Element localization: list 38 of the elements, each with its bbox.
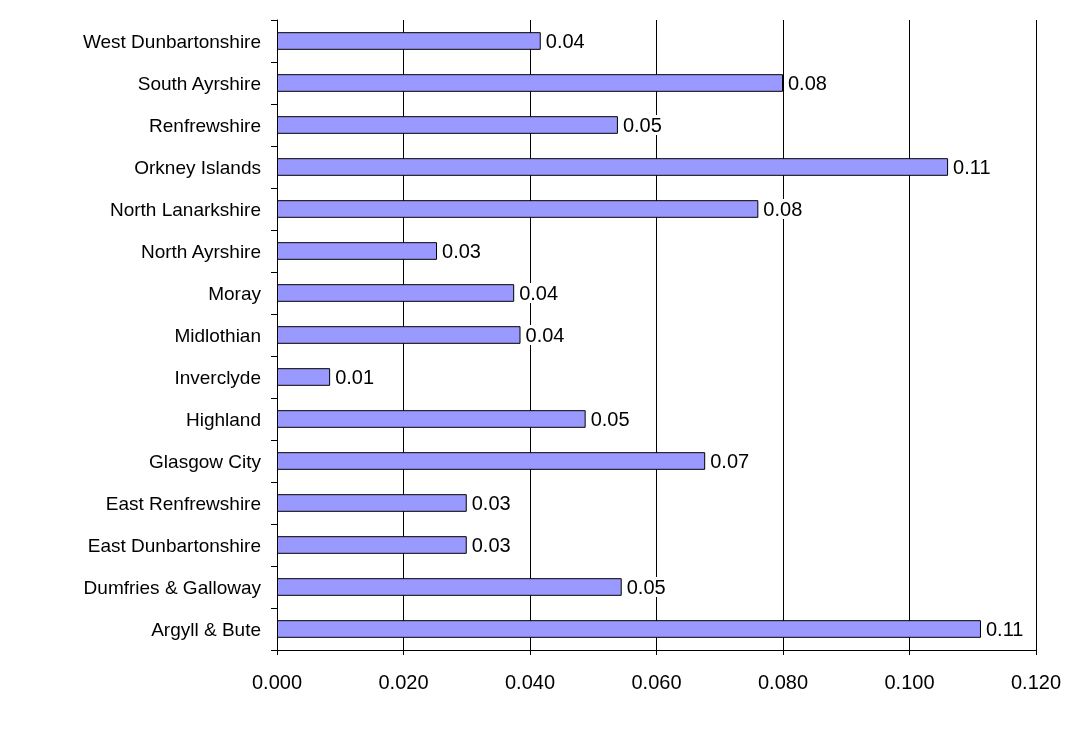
data-label: 0.04 [545, 30, 585, 52]
y-tick-label: Glasgow City [149, 450, 262, 472]
y-tick-label: South Ayrshire [137, 72, 261, 94]
y-tick-label: Renfrewshire [149, 114, 261, 136]
data-label: 0.08 [788, 72, 827, 94]
y-tick-label: Orkney Islands [134, 156, 261, 178]
y-tick-label: Highland [186, 408, 261, 430]
data-label: 0.08 [763, 198, 803, 220]
data-label: 0.03 [471, 534, 511, 556]
y-tick-label: East Dunbartonshire [87, 534, 261, 556]
y-tick-label: Inverclyde [174, 366, 261, 388]
data-label: 0.07 [710, 450, 750, 472]
data-label: 0.05 [590, 408, 630, 430]
data-label: 0.11 [953, 156, 991, 178]
bar [277, 368, 331, 386]
data-label: 0.05 [622, 114, 662, 136]
y-tick-label: Argyll & Bute [151, 618, 261, 640]
x-tick-label: 0.100 [884, 671, 935, 693]
data-label: 0.03 [471, 492, 511, 514]
data-label: 0.04 [525, 324, 565, 346]
data-label: 0.01 [335, 366, 375, 388]
data-label: 0.04 [519, 282, 559, 304]
x-tick-label: 0.060 [631, 671, 682, 693]
y-tick-label: Dumfries & Galloway [83, 576, 262, 598]
y-tick-label: East Renfrewshire [105, 492, 261, 514]
y-tick-label: North Ayrshire [140, 240, 261, 262]
data-label: 0.11 [985, 618, 1024, 640]
x-tick-label: 0.020 [378, 671, 429, 693]
x-tick-label: 0.120 [1010, 671, 1062, 693]
y-tick-label: North Lanarkshire [109, 198, 261, 220]
y-tick-label: Midlothian [174, 324, 261, 346]
y-tick-label: Moray [208, 282, 262, 304]
x-tick-label: 0.040 [504, 671, 556, 693]
x-tick-label: 0.000 [251, 671, 303, 693]
y-tick-label: West Dunbartonshire [82, 30, 261, 52]
data-label: 0.05 [626, 576, 666, 598]
data-label: 0.03 [442, 240, 481, 262]
x-tick-label: 0.080 [757, 671, 809, 693]
